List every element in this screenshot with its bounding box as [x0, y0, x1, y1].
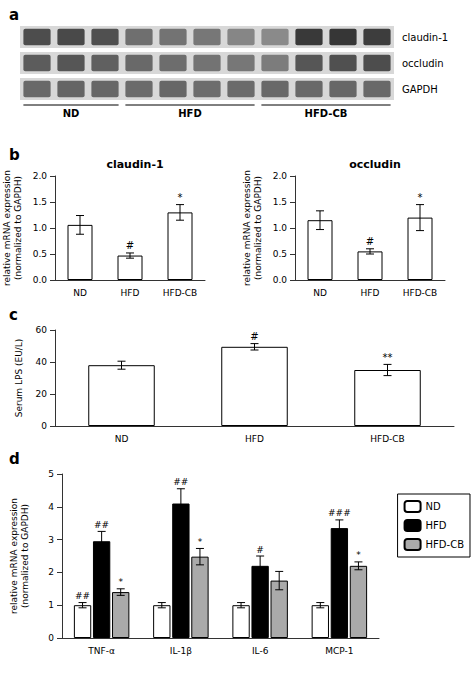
svg-text:0: 0 [41, 421, 47, 431]
svg-text:###: ### [328, 508, 351, 518]
svg-text:MCP-1: MCP-1 [325, 646, 353, 656]
svg-text:20: 20 [36, 389, 48, 399]
svg-text:d: d [9, 450, 20, 468]
svg-text:*: * [418, 192, 423, 203]
svg-text:ND: ND [63, 108, 80, 119]
svg-text:0.0: 0.0 [273, 275, 288, 285]
svg-text:HFD-CB: HFD-CB [370, 434, 405, 444]
svg-text:relative mRNA expression: relative mRNA expression [2, 170, 12, 286]
svg-text:0.5: 0.5 [33, 249, 47, 259]
svg-text:occludin: occludin [349, 158, 401, 171]
svg-text:HFD-CB: HFD-CB [305, 108, 348, 119]
svg-text:occludin: occludin [402, 58, 444, 69]
svg-text:0.0: 0.0 [33, 275, 48, 285]
svg-text:3: 3 [48, 535, 54, 545]
svg-text:IL-6: IL-6 [252, 646, 269, 656]
svg-text:2.0: 2.0 [273, 171, 288, 181]
svg-text:**: ** [383, 352, 393, 363]
svg-text:(normalized to GAPDH): (normalized to GAPDH) [20, 504, 30, 608]
svg-text:1.0: 1.0 [33, 223, 48, 233]
svg-text:#: # [366, 236, 374, 247]
svg-text:b: b [9, 146, 20, 164]
svg-text:#: # [256, 545, 264, 555]
svg-text:relative mRNA expression: relative mRNA expression [9, 498, 19, 614]
svg-text:0.5: 0.5 [273, 249, 287, 259]
svg-text:HFD: HFD [121, 288, 140, 298]
svg-text:60: 60 [36, 325, 48, 335]
svg-text:2.0: 2.0 [33, 171, 48, 181]
svg-text:40: 40 [36, 357, 48, 367]
svg-text:##: ## [94, 520, 109, 530]
svg-text:ND: ND [115, 434, 129, 444]
svg-text:relative mRNA expression: relative mRNA expression [242, 170, 252, 286]
svg-text:TNF-α: TNF-α [87, 646, 115, 656]
svg-text:#: # [126, 240, 134, 251]
svg-text:HFD: HFD [361, 288, 380, 298]
svg-text:IL-1β: IL-1β [170, 646, 192, 656]
svg-text:GAPDH: GAPDH [402, 84, 438, 95]
svg-text:(normalized to GAPDH): (normalized to GAPDH) [253, 176, 263, 280]
svg-text:*: * [178, 192, 183, 203]
svg-text:4: 4 [48, 502, 54, 512]
svg-text:##: ## [75, 591, 90, 601]
svg-text:claudin-1: claudin-1 [106, 158, 163, 171]
svg-text:*: * [356, 550, 361, 560]
svg-text:1.5: 1.5 [273, 197, 287, 207]
svg-text:Serum LPS (EU/L): Serum LPS (EU/L) [14, 339, 24, 418]
svg-text:ND: ND [426, 501, 441, 512]
svg-text:a: a [9, 6, 19, 24]
svg-text:HFD-CB: HFD-CB [426, 539, 465, 550]
svg-text:#: # [250, 331, 258, 342]
svg-text:##: ## [173, 477, 188, 487]
svg-text:1: 1 [48, 600, 54, 610]
svg-text:1.0: 1.0 [273, 223, 288, 233]
svg-text:HFD: HFD [245, 434, 264, 444]
svg-text:*: * [198, 537, 203, 547]
svg-text:ND: ND [73, 288, 87, 298]
svg-text:c: c [9, 306, 18, 324]
svg-text:1.5: 1.5 [33, 197, 47, 207]
svg-text:(normalized to GAPDH): (normalized to GAPDH) [13, 176, 23, 280]
svg-text:5: 5 [48, 469, 54, 479]
svg-text:HFD-CB: HFD-CB [163, 288, 198, 298]
svg-text:HFD: HFD [178, 108, 202, 119]
svg-text:HFD-CB: HFD-CB [403, 288, 438, 298]
svg-text:0: 0 [48, 633, 54, 643]
svg-text:claudin-1: claudin-1 [402, 32, 448, 43]
svg-text:ND: ND [313, 288, 327, 298]
svg-text:HFD: HFD [426, 520, 447, 531]
svg-text:*: * [118, 577, 123, 587]
svg-text:2: 2 [48, 567, 54, 577]
